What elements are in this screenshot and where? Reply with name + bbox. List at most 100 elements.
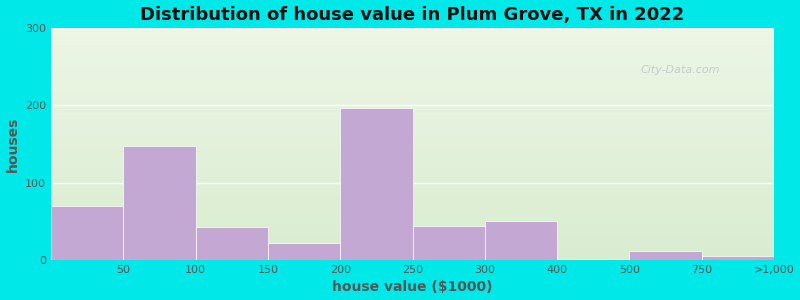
Bar [51,209,774,211]
Bar [51,148,774,151]
Bar [51,258,774,260]
Bar [51,153,774,156]
Bar [51,190,774,193]
Bar [51,204,774,207]
Bar [51,216,774,218]
Bar [51,63,774,65]
Bar [51,167,774,170]
Bar [51,207,774,209]
Bar [51,195,774,197]
Bar [51,146,774,148]
Bar [51,98,774,100]
Bar [51,104,774,107]
Bar [51,237,774,239]
Bar [51,172,774,174]
Bar [51,137,774,139]
Bar [51,46,774,49]
Bar [51,160,774,163]
Bar [51,128,774,130]
Bar [51,235,774,237]
Bar [51,135,774,137]
Bar [51,95,774,98]
Bar [51,176,774,179]
Bar [51,49,774,51]
Bar [51,76,774,79]
Bar [51,156,774,158]
Bar [51,220,774,223]
Bar [51,139,774,142]
Bar [51,227,774,230]
Bar [630,251,702,260]
Bar [196,227,268,260]
Bar [51,244,774,246]
Title: Distribution of house value in Plum Grove, TX in 2022: Distribution of house value in Plum Grov… [141,6,685,24]
Bar [51,53,774,56]
Bar [51,163,774,165]
Bar [51,223,774,225]
Bar [51,239,774,242]
Bar [51,200,774,202]
Bar [51,211,774,214]
Bar [51,28,774,30]
Bar [51,130,774,132]
Bar [51,142,774,144]
Bar [51,102,774,104]
Bar [51,91,774,93]
Bar [51,174,774,176]
Y-axis label: houses: houses [6,116,19,172]
Bar [51,79,774,81]
Bar [51,188,774,190]
Bar [51,118,774,121]
Bar [51,132,774,135]
Bar [51,232,774,235]
X-axis label: house value ($1000): house value ($1000) [332,280,493,294]
Bar [51,181,774,183]
Bar [51,251,774,253]
Bar [51,70,774,72]
Bar [268,243,340,260]
Bar [51,32,774,35]
Bar [51,193,774,195]
Bar [123,146,196,260]
Bar [51,100,774,102]
Bar [51,253,774,255]
Bar [51,186,774,188]
Bar [51,60,774,63]
Bar [51,165,774,167]
Bar [51,246,774,248]
Bar [51,42,774,44]
Bar [51,112,774,114]
Bar [51,214,774,216]
Bar [51,123,774,125]
Bar [51,84,774,86]
Bar [51,202,774,204]
Bar [51,197,774,200]
Bar [51,183,774,186]
Bar [51,206,123,260]
Bar [51,68,774,70]
Bar [51,248,774,251]
Bar [51,65,774,68]
Bar [51,169,774,172]
Bar [340,108,413,260]
Bar [51,93,774,95]
Bar [51,30,774,32]
Bar [51,116,774,119]
Bar [51,44,774,46]
Bar [51,255,774,258]
Bar [51,86,774,88]
Bar [485,221,557,260]
Text: City-Data.com: City-Data.com [640,65,720,75]
Bar [51,125,774,128]
Bar [51,88,774,91]
Bar [51,74,774,77]
Bar [51,40,774,42]
Bar [51,121,774,123]
Bar [51,218,774,220]
Bar [702,256,774,260]
Bar [51,230,774,232]
Bar [51,35,774,37]
Bar [51,242,774,244]
Bar [413,226,485,260]
Bar [51,58,774,60]
